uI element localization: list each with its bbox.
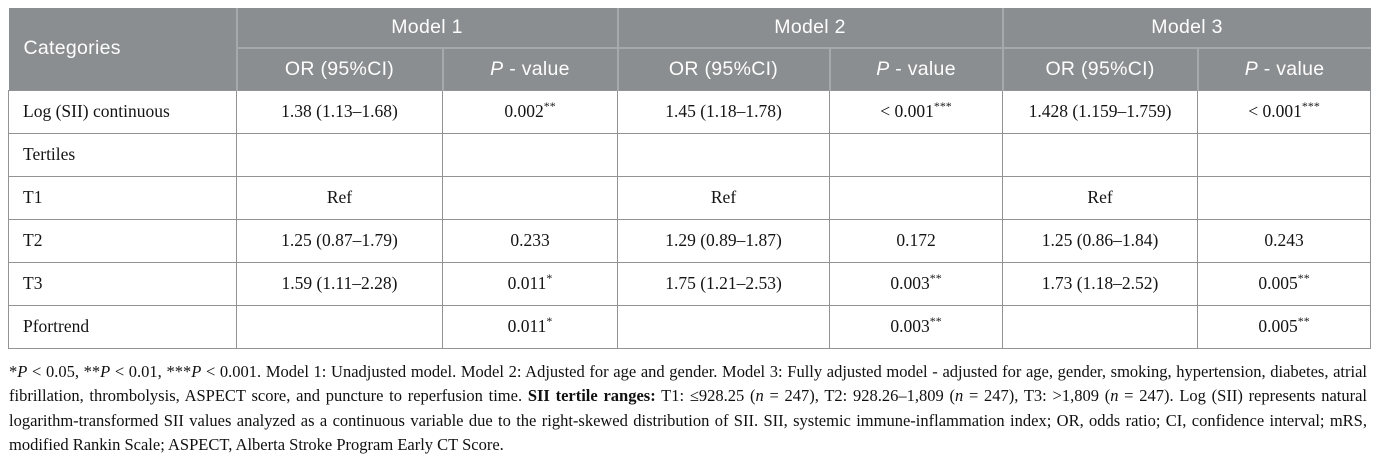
footnote-segment: < 0.01, bbox=[110, 361, 167, 381]
header-categories: Categories bbox=[8, 8, 237, 90]
table-cell: 1.29 (0.89–1.87) bbox=[617, 218, 831, 263]
row-label: Log (SII) continuous bbox=[8, 89, 237, 134]
p-label: P bbox=[1244, 57, 1259, 80]
p-label-rest: - value bbox=[503, 57, 570, 80]
table-cell: 0.005** bbox=[1197, 261, 1372, 306]
table-cell: 1.38 (1.13–1.68) bbox=[236, 89, 443, 134]
table-cell bbox=[829, 132, 1004, 177]
table-cell: 1.73 (1.18–2.52) bbox=[1002, 261, 1199, 306]
footnote-segment: T1: ≤928.25 ( bbox=[655, 386, 756, 406]
table-cell: 0.243 bbox=[1197, 218, 1372, 263]
table-cell bbox=[236, 132, 443, 177]
table-cell: 1.25 (0.86–1.84) bbox=[1002, 218, 1199, 263]
table-cell bbox=[829, 175, 1004, 220]
header-pvalue-model3: P - value bbox=[1196, 47, 1371, 90]
row-label: T2 bbox=[8, 218, 237, 263]
or-label: OR (95%CI) bbox=[284, 57, 395, 80]
footnote-segment: = 247). Log (SII) represents natural log… bbox=[9, 386, 1368, 455]
significance-asterisks: ** bbox=[543, 99, 556, 114]
table-header: Categories Model 1 Model 2 Model 3 OR (9… bbox=[8, 8, 1371, 90]
table-cell: 0.233 bbox=[441, 218, 619, 263]
table-cell bbox=[1197, 175, 1372, 220]
table-cell: 0.003** bbox=[829, 261, 1004, 306]
footnote-segment: ** bbox=[83, 361, 101, 381]
table-body: Log (SII) continuous 1.38 (1.13–1.68) 0.00… bbox=[8, 89, 1372, 349]
significance-asterisks: *** bbox=[1301, 99, 1320, 114]
header-or-model1: OR (95%CI) bbox=[235, 47, 443, 90]
footnote-segment: SII tertile ranges: bbox=[527, 386, 656, 406]
table-cell: 0.003** bbox=[829, 304, 1004, 349]
table-cell bbox=[441, 175, 619, 220]
table-cell: 0.011* bbox=[441, 261, 619, 306]
table-cell: 1.45 (1.18–1.78) bbox=[617, 89, 831, 134]
table-row: T1 Ref Ref Ref bbox=[8, 175, 1372, 220]
table-cell: 0.172 bbox=[829, 218, 1004, 263]
table-row: T2 1.25 (0.87–1.79) 0.233 1.29 (0.89–1.87) 0… bbox=[8, 218, 1372, 263]
p-label-rest: - value bbox=[1258, 57, 1325, 80]
table-cell: 1.75 (1.21–2.53) bbox=[617, 261, 831, 306]
or-label: OR (95%CI) bbox=[668, 57, 779, 80]
significance-asterisks: *** bbox=[933, 99, 952, 114]
p-label: P bbox=[876, 57, 890, 80]
table-cell: < 0.001*** bbox=[1197, 89, 1372, 134]
p-label: P bbox=[490, 57, 504, 80]
footnote-segment: P bbox=[100, 361, 111, 381]
table-cell: < 0.001*** bbox=[829, 89, 1004, 134]
row-label: T1 bbox=[8, 175, 237, 220]
table-cell: 0.005** bbox=[1197, 304, 1372, 349]
significance-asterisks: * bbox=[546, 314, 553, 329]
table-footnote: *P < 0.05, **P < 0.01, ***P < 0.001. Mod… bbox=[9, 360, 1367, 458]
row-label: T3 bbox=[8, 261, 237, 306]
significance-asterisks: ** bbox=[929, 314, 942, 329]
p-label-rest: - value bbox=[889, 57, 956, 80]
row-label: Tertiles bbox=[8, 132, 237, 177]
table-row: Pfortrend 0.011* 0.003** 0.005** bbox=[8, 304, 1372, 349]
table-cell bbox=[1197, 132, 1372, 177]
table-cell bbox=[617, 304, 831, 349]
footnote-segment: P bbox=[191, 361, 202, 381]
table-cell: Ref bbox=[236, 175, 443, 220]
table-row: Tertiles bbox=[8, 132, 1372, 177]
table-cell bbox=[441, 132, 619, 177]
table-cell: 1.428 (1.159–1.759) bbox=[1002, 89, 1199, 134]
table-cell: 1.59 (1.11–2.28) bbox=[236, 261, 443, 306]
significance-asterisks: * bbox=[546, 271, 553, 286]
regression-table: Categories Model 1 Model 2 Model 3 OR (9… bbox=[8, 8, 1372, 349]
footnote-segment: < 0.001. Model 1: Unadjusted model. Mode… bbox=[9, 361, 1367, 406]
header-pvalue-model2: P - value bbox=[828, 47, 1003, 90]
footnote-segment: *** bbox=[166, 361, 192, 381]
table-cell bbox=[236, 304, 443, 349]
header-model-2: Model 2 bbox=[616, 8, 1003, 48]
footnote-segment: n bbox=[955, 386, 964, 406]
table-cell: 1.25 (0.87–1.79) bbox=[236, 218, 443, 263]
header-or-model2: OR (95%CI) bbox=[616, 47, 830, 90]
row-label: Pfortrend bbox=[8, 304, 237, 349]
header-model-1: Model 1 bbox=[235, 8, 618, 48]
footnote-segment: * bbox=[9, 361, 18, 381]
header-model-3: Model 3 bbox=[1001, 8, 1371, 48]
table-row: T3 1.59 (1.11–2.28) 0.011* 1.75 (1.21–2.53)… bbox=[8, 261, 1372, 306]
table-cell bbox=[1002, 132, 1199, 177]
header-pvalue-model1: P - value bbox=[441, 47, 618, 90]
footnote-segment: = 247), T3: >1,809 ( bbox=[963, 386, 1111, 406]
table-cell: 0.002** bbox=[441, 89, 619, 134]
or-label: OR (95%CI) bbox=[1045, 57, 1155, 80]
table-row: Log (SII) continuous 1.38 (1.13–1.68) 0.00… bbox=[8, 89, 1372, 134]
table-cell bbox=[617, 132, 831, 177]
table-cell: Ref bbox=[617, 175, 831, 220]
table-cell: Ref bbox=[1002, 175, 1199, 220]
significance-asterisks: ** bbox=[1297, 271, 1310, 286]
significance-asterisks: ** bbox=[1297, 314, 1310, 329]
significance-asterisks: ** bbox=[929, 271, 942, 286]
footnote-segment: P bbox=[17, 361, 28, 381]
header-or-model3: OR (95%CI) bbox=[1001, 47, 1198, 90]
footnote-segment: = 247), T2: 928.26–1,809 ( bbox=[763, 386, 955, 406]
footnote-segment: n bbox=[755, 386, 764, 406]
footnote-segment: < 0.05, bbox=[27, 361, 84, 381]
table-cell bbox=[1002, 304, 1199, 349]
footnote-segment: n bbox=[1110, 386, 1119, 406]
table-cell: 0.011* bbox=[441, 304, 619, 349]
